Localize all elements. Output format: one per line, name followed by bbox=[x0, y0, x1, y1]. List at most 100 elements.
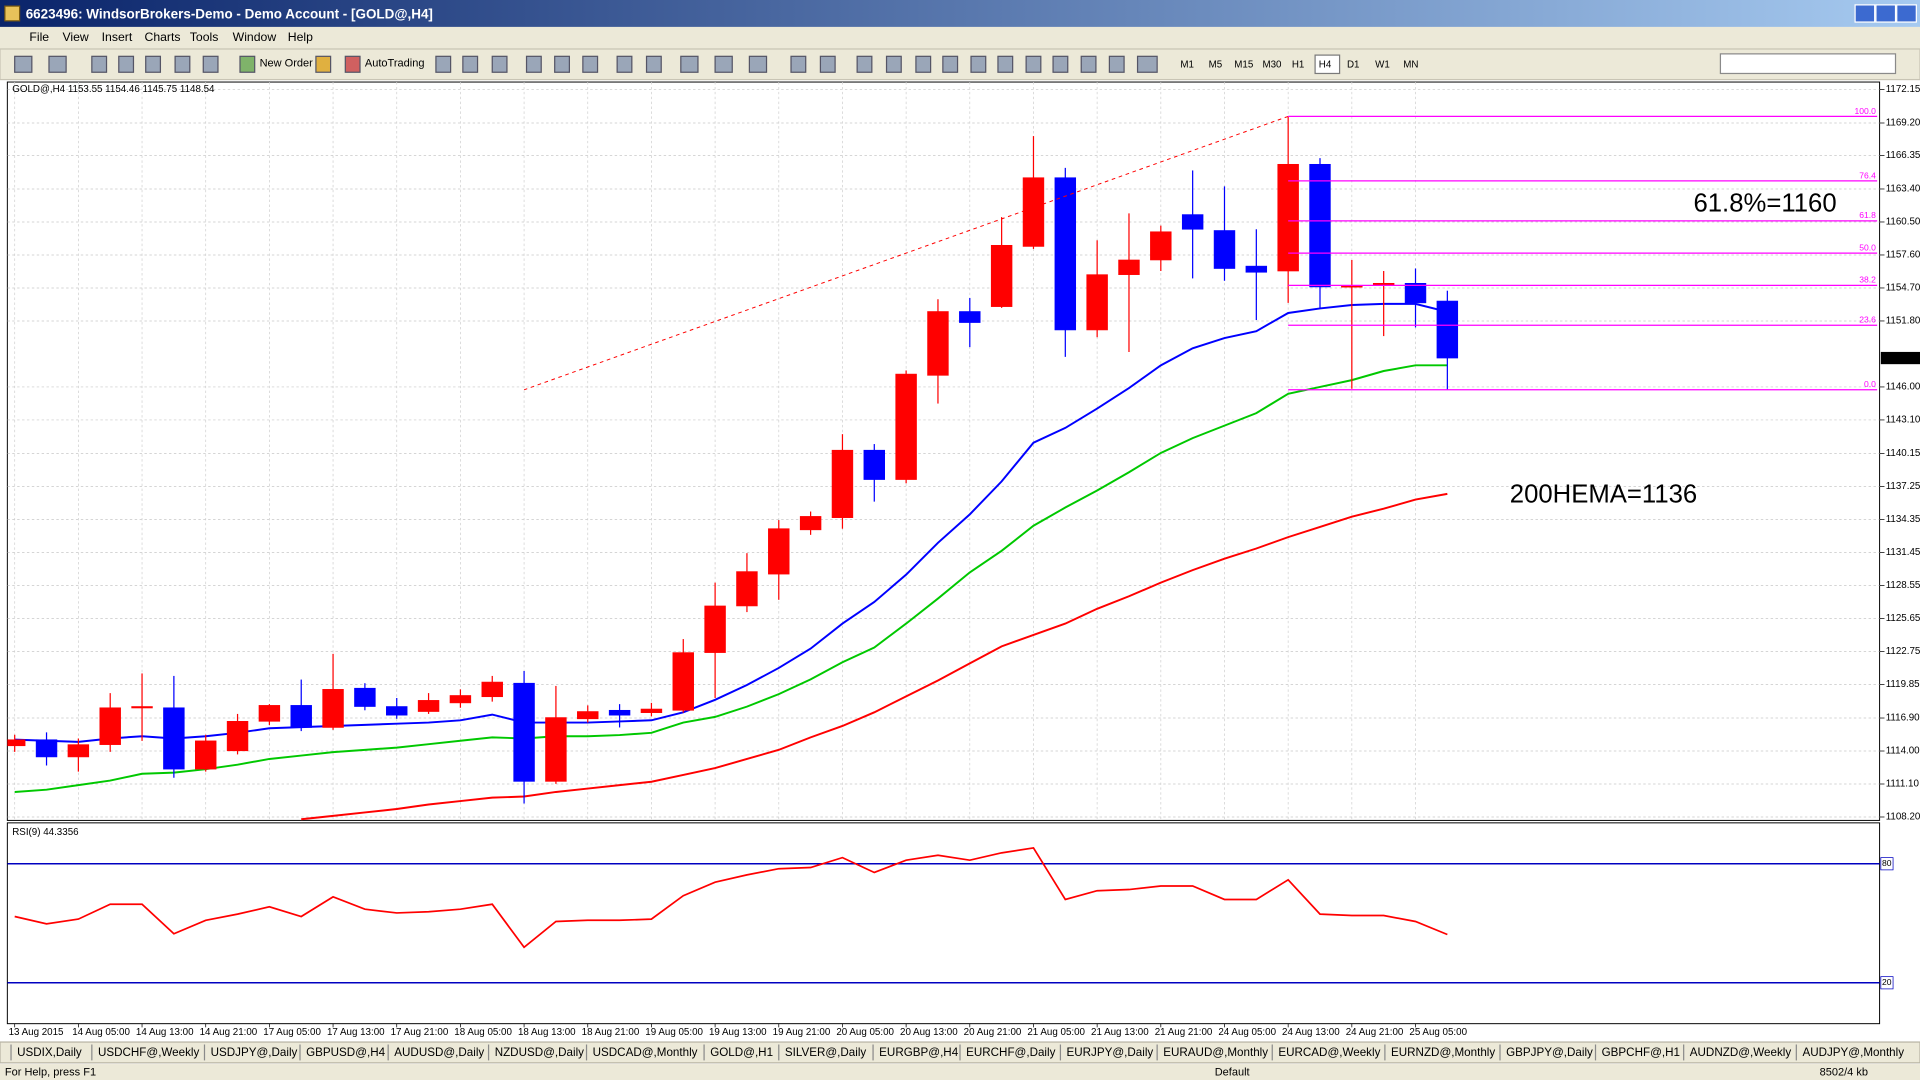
x-tick-label: 20 Aug 05:00 bbox=[836, 1027, 894, 1038]
icon[interactable] bbox=[748, 55, 768, 73]
candle-body bbox=[959, 311, 981, 323]
icon[interactable] bbox=[997, 55, 1014, 73]
autotrading-button[interactable]: AutoTrading bbox=[365, 58, 425, 70]
y-tick-label: 1169.20 bbox=[1886, 118, 1920, 129]
candle-body bbox=[704, 605, 726, 653]
icon[interactable] bbox=[885, 55, 902, 73]
status-traffic: 8502/4 kb bbox=[1820, 1067, 1868, 1079]
menu-item[interactable]: File bbox=[29, 30, 49, 44]
icon[interactable] bbox=[1108, 55, 1125, 73]
candle-body bbox=[513, 682, 535, 782]
x-tick-label: 19 Aug 21:00 bbox=[773, 1027, 831, 1038]
icon[interactable] bbox=[91, 55, 108, 73]
minimize-button[interactable] bbox=[1854, 4, 1876, 23]
icon[interactable] bbox=[48, 55, 67, 73]
candle-body bbox=[799, 516, 822, 531]
menu-item[interactable]: Charts bbox=[144, 30, 180, 44]
icon[interactable] bbox=[942, 55, 959, 73]
price-label: 1148.54 bbox=[1883, 353, 1918, 364]
chart-tab[interactable]: EURNZD@,Monthly bbox=[1391, 1046, 1495, 1059]
chart-tab[interactable]: NZDUSD@,Daily bbox=[495, 1046, 584, 1059]
timeframe-button[interactable]: M5 bbox=[1209, 59, 1223, 70]
candle-body bbox=[831, 449, 854, 518]
icon[interactable] bbox=[856, 55, 873, 73]
chart-tab[interactable]: SILVER@,Daily bbox=[785, 1046, 867, 1059]
chart-tab[interactable]: EURGBP@,H4 bbox=[879, 1046, 959, 1059]
menu-item[interactable]: View bbox=[62, 30, 88, 44]
icon[interactable] bbox=[239, 55, 256, 73]
rsi-pane bbox=[6, 822, 1881, 1025]
icon[interactable] bbox=[790, 55, 807, 73]
chart-tab[interactable]: EURAUD@,Monthly bbox=[1163, 1046, 1268, 1059]
candle-body bbox=[1054, 177, 1077, 331]
x-tick-label: 17 Aug 13:00 bbox=[327, 1027, 385, 1038]
candle-body bbox=[672, 652, 694, 711]
icon[interactable] bbox=[491, 55, 508, 73]
icon[interactable] bbox=[1052, 55, 1069, 73]
indicator-line bbox=[14, 846, 1448, 949]
icon[interactable] bbox=[680, 55, 699, 73]
icon[interactable] bbox=[970, 55, 987, 73]
icon[interactable] bbox=[554, 55, 570, 73]
chart-tab[interactable]: EURCHF@,Daily bbox=[966, 1046, 1055, 1059]
timeframe-button[interactable]: H4 bbox=[1319, 59, 1332, 70]
candle-body bbox=[1118, 259, 1140, 275]
chart-tab[interactable]: GOLD@,H1 bbox=[710, 1046, 773, 1059]
icon[interactable] bbox=[145, 55, 162, 73]
chart-tab[interactable]: AUDNZD@,Weekly bbox=[1690, 1046, 1792, 1059]
icon[interactable] bbox=[1080, 55, 1097, 73]
icon[interactable] bbox=[315, 55, 332, 73]
chart-tab[interactable]: GBPCHF@,H1 bbox=[1602, 1046, 1680, 1059]
y-tick-label: 1122.75 bbox=[1886, 646, 1920, 657]
fib-level-label: 0.0 bbox=[1864, 379, 1876, 389]
icon[interactable] bbox=[915, 55, 932, 73]
icon[interactable] bbox=[1136, 55, 1158, 73]
icon[interactable] bbox=[819, 55, 836, 73]
timeframe-button[interactable]: M15 bbox=[1234, 59, 1254, 70]
chart-tab[interactable]: EURJPY@,Daily bbox=[1067, 1046, 1154, 1059]
new-order-button[interactable]: New Order bbox=[260, 58, 314, 70]
y-tick-label: 1172.15 bbox=[1886, 84, 1920, 95]
candle-body bbox=[895, 373, 917, 480]
timeframe-button[interactable]: M1 bbox=[1180, 59, 1194, 70]
icon[interactable] bbox=[616, 55, 633, 73]
icon[interactable] bbox=[714, 55, 733, 73]
chart-tab[interactable]: GBPUSD@,H4 bbox=[306, 1046, 386, 1059]
icon[interactable] bbox=[645, 55, 662, 73]
candle-body bbox=[1372, 282, 1395, 286]
icon[interactable] bbox=[582, 55, 599, 73]
menu-item[interactable]: Tools bbox=[190, 30, 219, 44]
candle-body bbox=[386, 706, 408, 716]
x-tick-label: 20 Aug 21:00 bbox=[964, 1027, 1022, 1038]
chart-tab[interactable]: USDCAD@,Monthly bbox=[593, 1046, 698, 1059]
menu-item[interactable]: Insert bbox=[102, 30, 133, 44]
icon[interactable] bbox=[118, 55, 135, 73]
icon[interactable] bbox=[14, 55, 33, 73]
icon[interactable] bbox=[344, 55, 361, 73]
icon[interactable] bbox=[525, 55, 542, 73]
menu-item[interactable]: Window bbox=[233, 30, 277, 44]
timeframe-button[interactable]: M30 bbox=[1262, 59, 1282, 70]
close-button[interactable] bbox=[1896, 4, 1917, 23]
timeframe-button[interactable]: D1 bbox=[1347, 59, 1360, 70]
maximize-button[interactable] bbox=[1875, 4, 1897, 23]
moving-average bbox=[14, 364, 1448, 793]
icon[interactable] bbox=[462, 55, 479, 73]
icon[interactable] bbox=[202, 55, 219, 73]
chart-tab[interactable]: AUDJPY@,Monthly bbox=[1802, 1046, 1904, 1059]
chart-tab[interactable]: GBPJPY@,Daily bbox=[1506, 1046, 1593, 1059]
chart-tab[interactable]: AUDUSD@,Daily bbox=[394, 1046, 484, 1059]
chart-tab[interactable]: EURCAD@,Weekly bbox=[1278, 1046, 1380, 1059]
menu-item[interactable]: Help bbox=[288, 30, 313, 44]
chart-tab[interactable]: USDIX,Daily bbox=[17, 1046, 82, 1059]
icon[interactable] bbox=[435, 55, 452, 73]
chart-tab[interactable]: USDCHF@,Weekly bbox=[98, 1046, 200, 1059]
timeframe-button[interactable]: H1 bbox=[1292, 59, 1305, 70]
timeframe-button[interactable]: W1 bbox=[1375, 59, 1390, 70]
chart-tab[interactable]: USDJPY@,Daily bbox=[211, 1046, 298, 1059]
icon[interactable] bbox=[174, 55, 191, 73]
timeframe-button[interactable]: MN bbox=[1403, 59, 1418, 70]
search-box[interactable] bbox=[1719, 53, 1897, 75]
icon[interactable] bbox=[1025, 55, 1042, 73]
